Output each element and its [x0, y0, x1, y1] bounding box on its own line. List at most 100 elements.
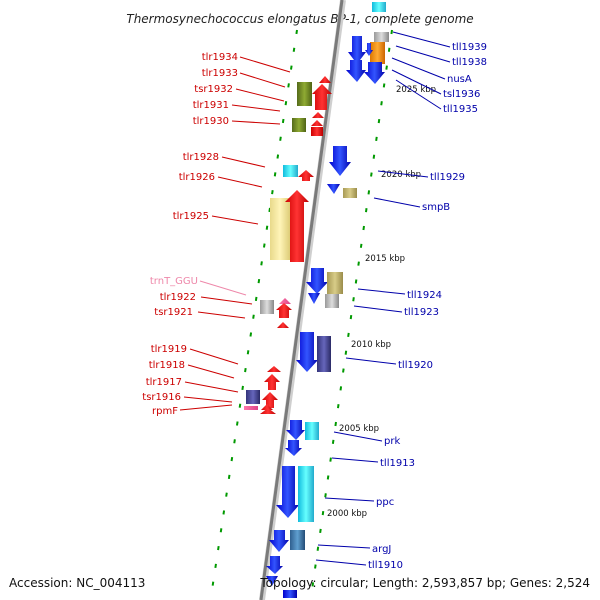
- gene-arrow-smpB: [327, 184, 340, 194]
- gene-arrow-tlr1922: [276, 303, 292, 318]
- gene-block: [327, 272, 343, 294]
- trna-leader-line: [199, 280, 247, 296]
- kbp-marker: 2020 kbp: [381, 170, 421, 180]
- gene-block-tlr1928: [283, 165, 298, 177]
- kbp-marker: 2010 kbp: [351, 340, 391, 350]
- reverse-strand-genes: [266, 2, 389, 598]
- gene-block-tll1923: [325, 294, 339, 308]
- left-leader-lines: [179, 56, 291, 411]
- topology-text: Topology: circular; Length: 2,593,857 bp…: [259, 576, 590, 590]
- gene-block-tlr1930: [292, 118, 306, 132]
- gene-label-left: tlr1917: [146, 377, 182, 388]
- gene-arrow-tll1913: [285, 440, 302, 456]
- gene-label-right: argJ: [372, 544, 391, 555]
- gene-label-left: rpmF: [152, 406, 178, 417]
- gene-label-left: tsr1932: [194, 84, 233, 95]
- gene-block: [374, 32, 389, 42]
- gene-arrow: [365, 43, 373, 56]
- gene-label-left: tlr1930: [193, 116, 229, 127]
- gene-arrow: [269, 530, 289, 552]
- gene-arrow-tlr1919: [267, 366, 281, 372]
- gene-arrow: [311, 120, 323, 126]
- gene-label-left: tlr1918: [149, 360, 185, 371]
- gene-label-left: tlr1919: [151, 344, 187, 355]
- gene-label-right: prk: [384, 436, 400, 447]
- gene-arrow-tll1910: [266, 556, 283, 574]
- gene-label-trna: trnT_GGU: [150, 276, 198, 287]
- gene-arrow-trnT_GGU: [279, 298, 291, 304]
- gene-label-right: tll1929: [430, 172, 465, 183]
- gene-label-left: tlr1934: [202, 52, 238, 63]
- gene-arrow: [260, 408, 276, 414]
- gene-label-right: ppc: [376, 497, 394, 508]
- gene-arrow-prk: [286, 420, 305, 440]
- gene-label-left: tlr1922: [160, 292, 196, 303]
- gene-label-left: tlr1925: [173, 211, 209, 222]
- gene-arrow-tlr1931: [312, 112, 324, 118]
- gene-label-left: tlr1926: [179, 172, 215, 183]
- gene-label-right: tll1923: [404, 307, 439, 318]
- gene-block-argJ: [290, 530, 305, 550]
- gene-arrow-tlr1925: [285, 190, 309, 262]
- gene-block-tlr1933: [297, 82, 312, 106]
- map-title: Thermosynechococcus elongatus BP-1, comp…: [126, 12, 473, 26]
- right-tick-rail: [311, 29, 393, 591]
- gene-arrow-tlr1918: [264, 374, 280, 390]
- gene-block: [270, 198, 290, 260]
- gene-arrow-tsl1936: [364, 62, 385, 84]
- forward-strand-genes: [244, 76, 332, 414]
- gene-arrow: [296, 332, 318, 372]
- gene-label-right: tsl1936: [443, 89, 480, 100]
- accession-text: Accession: NC_004113: [9, 576, 145, 590]
- gene-arrow: [261, 404, 273, 410]
- gene-block: [305, 422, 319, 440]
- gene-label-right: tll1938: [452, 57, 487, 68]
- gene-arrow-nusA: [346, 60, 366, 82]
- gene-label-left: tsr1916: [142, 392, 181, 403]
- gene-label-left: tlr1933: [202, 68, 238, 79]
- gene-arrow-tll1929: [329, 146, 351, 176]
- gene-label-right: nusA: [447, 74, 472, 85]
- gene-block: [298, 466, 314, 522]
- genome-backbone: [259, 0, 344, 600]
- kbp-marker: 2015 kbp: [365, 254, 405, 264]
- gene-arrow: [308, 293, 320, 304]
- gene-arrow: [312, 84, 332, 110]
- gene-label-right: tll1910: [368, 560, 403, 571]
- gene-arrow: [266, 576, 278, 586]
- gene-block: [283, 590, 297, 598]
- kbp-marker: 2005 kbp: [339, 424, 379, 434]
- kbp-marker: 2025 kbp: [396, 85, 436, 95]
- gene-arrow-tlr1926: [298, 170, 314, 181]
- gene-label-right: tll1939: [452, 42, 487, 53]
- kbp-marker: 2000 kbp: [327, 509, 367, 519]
- gene-block: [343, 188, 357, 198]
- gene-label-left: tsr1921: [154, 307, 193, 318]
- gene-arrow-tlr1934: [319, 76, 331, 83]
- gene-block-tll1938: [370, 42, 385, 64]
- gene-arrow-ppc: [276, 466, 299, 518]
- gene-block-rpmF: [244, 406, 258, 410]
- gene-block-tll1920: [317, 336, 331, 372]
- left-gene-labels: tlr1934 tlr1933 tsr1932 tlr1931 tlr1930 …: [142, 52, 238, 417]
- right-leader-lines: [315, 31, 451, 566]
- gene-label-left: tlr1928: [183, 152, 219, 163]
- gene-label-right: tll1913: [380, 458, 415, 469]
- right-gene-labels: tll1939 tll1938 nusA tsl1936 tll1935 tll…: [368, 42, 487, 571]
- gene-block-tsr1916: [246, 390, 260, 404]
- gene-arrow-tll1939: [348, 36, 366, 64]
- gene-label-right: tll1924: [407, 290, 442, 301]
- gene-arrow-tsr1921: [277, 322, 289, 328]
- gene-label-right: tll1920: [398, 360, 433, 371]
- gene-arrow-tll1924: [306, 268, 328, 294]
- gene-label-right: tll1935: [443, 104, 478, 115]
- gene-arrow-tlr1917: [262, 392, 278, 408]
- gene-block: [311, 127, 323, 136]
- kbp-markers: 2025 kbp 2020 kbp 2015 kbp 2010 kbp 2005…: [327, 85, 436, 519]
- gene-label-left: tlr1931: [193, 100, 229, 111]
- gene-block: [260, 300, 274, 314]
- gene-block: [372, 2, 386, 12]
- gene-label-right: smpB: [422, 202, 450, 213]
